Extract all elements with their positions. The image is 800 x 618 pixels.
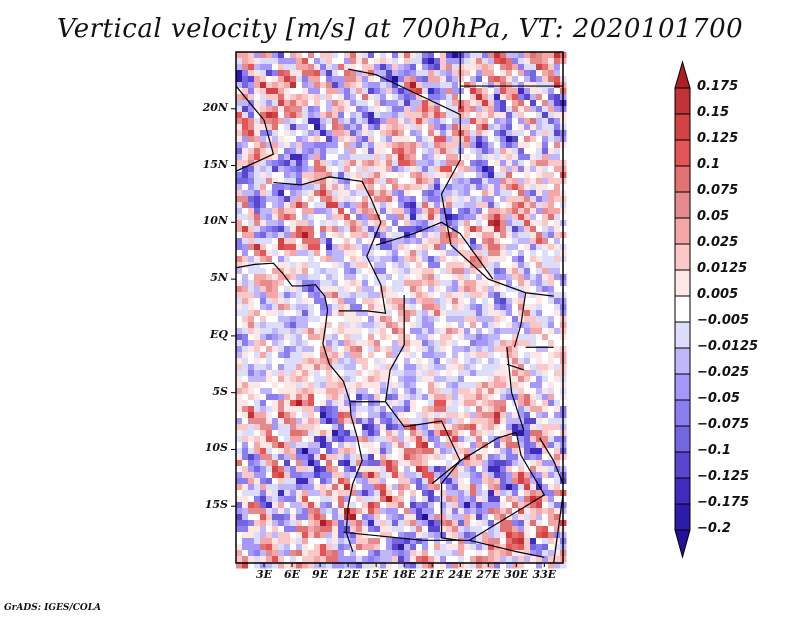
- vertical-velocity-field: [236, 52, 567, 569]
- grads-credit: GrADS: IGES/COLA: [4, 603, 102, 613]
- colorbar-segment: [674, 399, 691, 427]
- colorbar-label: 0.175: [697, 79, 739, 94]
- boundary-line: [553, 494, 564, 564]
- lat-label: 20N: [202, 100, 228, 114]
- colorbar-segment: [674, 425, 691, 453]
- colorbar-label: −0.075: [697, 417, 750, 432]
- lat-label: 10S: [204, 441, 228, 455]
- colorbar-segment: [674, 451, 691, 479]
- chart-title: Vertical velocity [m/s] at 700hPa, VT: 2…: [56, 14, 744, 44]
- colorbar-segment: [674, 217, 691, 245]
- lat-label: 5N: [210, 271, 228, 285]
- colorbar-label: 0.005: [697, 287, 739, 302]
- lon-label: 30E: [504, 568, 529, 581]
- lon-label: 33E: [532, 568, 557, 581]
- colorbar-segment: [674, 113, 691, 141]
- boundary-line: [431, 431, 546, 541]
- colorbar-label: 0.15: [697, 105, 730, 120]
- lon-label: 18E: [392, 568, 416, 581]
- lon-label: 24E: [448, 568, 473, 581]
- colorbar-segment: [674, 503, 691, 531]
- lat-label: 5S: [212, 384, 228, 398]
- colorbar-segment: [674, 243, 691, 271]
- colorbar-bottom-arrow: [674, 529, 691, 559]
- boundary-line: [273, 176, 387, 314]
- boundary-line: [343, 531, 545, 558]
- colorbar-label: −0.005: [697, 313, 750, 328]
- lon-label: 9E: [312, 568, 329, 581]
- lon-label: 15E: [364, 568, 388, 581]
- lon-label: 3E: [255, 568, 273, 581]
- boundary-line: [513, 292, 527, 348]
- colorbar-label: 0.125: [697, 131, 739, 146]
- lat-label: 15S: [204, 498, 228, 512]
- colorbar-label: −0.125: [697, 469, 750, 484]
- boundary-line: [506, 363, 524, 371]
- boundary-line: [539, 437, 564, 484]
- map-frame: [235, 51, 564, 564]
- boundary-line: [235, 262, 363, 552]
- colorbar: [674, 60, 691, 559]
- lat-label: EQ: [210, 327, 228, 341]
- lon-label: 27E: [476, 568, 501, 581]
- colorbar-label: −0.175: [697, 495, 750, 510]
- colorbar-segment: [674, 139, 691, 167]
- colorbar-label: 0.05: [697, 209, 730, 224]
- colorbar-label: 0.075: [697, 183, 739, 198]
- country-boundaries: [235, 52, 564, 564]
- colorbar-segment: [674, 321, 691, 349]
- lon-label: 6E: [284, 568, 301, 581]
- colorbar-segment: [674, 269, 691, 297]
- boundary-line: [350, 401, 461, 541]
- colorbar-label: −0.0125: [697, 339, 759, 354]
- colorbar-label: 0.0125: [697, 261, 748, 276]
- colorbar-segment: [674, 87, 691, 115]
- lat-label: 10N: [202, 214, 228, 228]
- boundary-line: [347, 68, 554, 297]
- colorbar-label: 0.025: [697, 235, 739, 250]
- colorbar-label: −0.025: [697, 365, 750, 380]
- colorbar-label: −0.2: [697, 521, 731, 536]
- colorbar-segment: [674, 295, 691, 323]
- lon-label: 12E: [336, 568, 360, 581]
- colorbar-segment: [674, 191, 691, 219]
- colorbar-top-arrow: [674, 60, 691, 89]
- colorbar-segment: [674, 347, 691, 375]
- boundary-line: [235, 85, 275, 172]
- boundary-line: [384, 295, 405, 402]
- colorbar-label: −0.1: [697, 443, 731, 458]
- colorbar-label: 0.1: [697, 157, 721, 172]
- boundary-line: [375, 221, 494, 280]
- colorbar-segment: [674, 165, 691, 193]
- lon-label: 21E: [420, 568, 445, 581]
- boundary-line: [506, 347, 525, 431]
- colorbar-segment: [674, 477, 691, 505]
- colorbar-label: −0.05: [697, 391, 740, 406]
- lat-label: 15N: [202, 157, 228, 171]
- colorbar-segment: [674, 373, 691, 401]
